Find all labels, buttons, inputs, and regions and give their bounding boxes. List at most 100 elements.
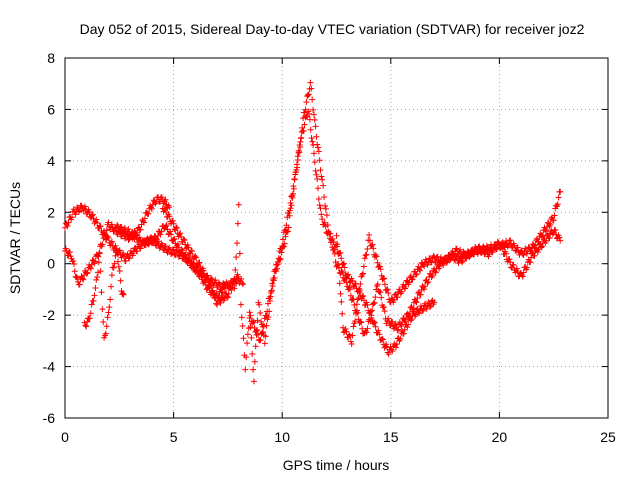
data-point [520, 269, 527, 276]
data-point [557, 188, 564, 195]
y-tick-label: -6 [43, 410, 56, 426]
data-point [184, 259, 191, 266]
data-point [259, 329, 266, 336]
data-point [318, 173, 325, 180]
data-point [254, 317, 261, 324]
data-point [166, 213, 173, 220]
data-point [531, 252, 538, 259]
data-point [534, 249, 541, 256]
data-point [313, 171, 320, 178]
data-point [483, 247, 490, 254]
data-point [432, 269, 439, 276]
data-point [351, 301, 358, 308]
data-point [105, 234, 112, 241]
data-point [305, 91, 312, 98]
data-point [286, 207, 293, 214]
data-point [513, 265, 520, 272]
data-point [81, 319, 88, 326]
data-point [128, 247, 135, 254]
data-point [221, 282, 228, 289]
data-point [409, 276, 416, 283]
data-point [309, 138, 316, 145]
data-point [264, 300, 271, 307]
data-point [114, 247, 121, 254]
data-point [349, 277, 356, 284]
data-point [409, 306, 416, 313]
data-point [453, 245, 460, 252]
data-point [367, 308, 374, 315]
data-point [129, 229, 136, 236]
data-point [400, 330, 407, 337]
data-point [119, 290, 126, 297]
data-point [114, 223, 121, 230]
data-point [120, 229, 127, 236]
data-point [554, 201, 561, 208]
y-tick-label: 2 [47, 204, 55, 220]
data-point [108, 238, 115, 245]
data-point [346, 286, 353, 293]
data-point [491, 241, 498, 248]
data-point [374, 259, 381, 266]
data-point [444, 256, 451, 263]
data-point [163, 222, 170, 229]
data-point [204, 276, 211, 283]
data-point [175, 253, 182, 260]
data-point [162, 243, 169, 250]
data-point [186, 255, 193, 262]
data-point [307, 126, 314, 133]
grid-lines [65, 58, 608, 418]
data-point [550, 217, 557, 224]
data-point [184, 241, 191, 248]
data-point [402, 316, 409, 323]
axis-ticks: 0 5 10 15 20 25 -6 -4 -2 0 2 4 6 8 [43, 50, 616, 445]
y-tick-label: 4 [47, 153, 55, 169]
data-point [103, 227, 110, 234]
data-point [239, 280, 246, 287]
data-point [519, 251, 526, 258]
data-point [248, 334, 255, 341]
data-point [401, 326, 408, 333]
data-point [108, 239, 115, 246]
data-point [445, 252, 452, 259]
data-point [397, 335, 404, 342]
data-point [529, 241, 536, 248]
data-point [238, 275, 245, 282]
data-point [195, 260, 202, 267]
data-point [261, 340, 268, 347]
data-point [302, 106, 309, 113]
data-point [327, 230, 334, 237]
data-point [308, 135, 315, 142]
data-point [406, 313, 413, 320]
data-point [406, 310, 413, 317]
data-point [157, 231, 164, 238]
data-point [320, 182, 327, 189]
data-point [324, 222, 331, 229]
data-point [538, 244, 545, 251]
data-point [88, 261, 95, 268]
data-point [246, 309, 253, 316]
data-point [244, 340, 251, 347]
data-point [88, 301, 95, 308]
data-point [498, 242, 505, 249]
data-point [252, 343, 259, 350]
data-point [125, 226, 132, 233]
data-point [76, 281, 83, 288]
data-point [375, 327, 382, 334]
data-point [214, 284, 221, 291]
data-point [359, 293, 366, 300]
data-point [473, 248, 480, 255]
data-point [427, 303, 434, 310]
data-point [362, 252, 369, 259]
data-point [193, 254, 200, 261]
data-point [430, 252, 437, 259]
data-point [316, 157, 323, 164]
data-point [257, 310, 264, 317]
data-point [247, 312, 254, 319]
data-point [108, 221, 115, 228]
data-point [503, 250, 510, 257]
data-point [357, 318, 364, 325]
data-point [258, 318, 265, 325]
data-point [92, 285, 99, 292]
data-point [350, 323, 357, 330]
data-point [256, 301, 263, 308]
